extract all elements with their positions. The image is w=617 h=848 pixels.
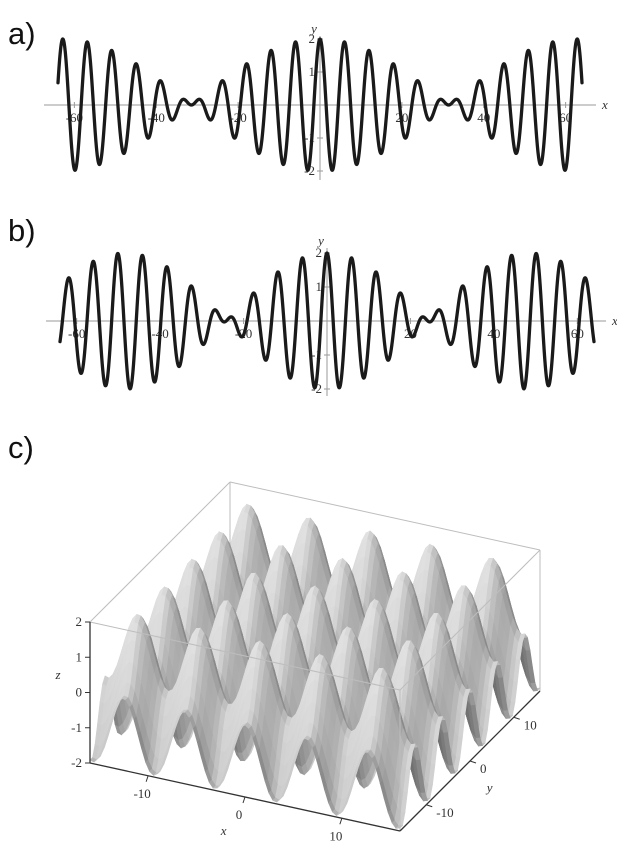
x-tick-label: 10 — [329, 828, 342, 843]
y-axis-label: y — [309, 21, 317, 36]
y-tick-mark — [513, 716, 520, 720]
x-axis-label: x — [220, 823, 227, 838]
z-tick-label: 2 — [76, 614, 83, 629]
box-edge — [229, 481, 541, 551]
y-tick-label: 1 — [316, 279, 323, 294]
y-tick-mark — [426, 804, 433, 808]
panel-b-letter: b) — [8, 213, 36, 248]
x-axis-label: x — [611, 313, 617, 328]
surface-patch — [530, 682, 538, 692]
x-tick-label: -40 — [148, 110, 165, 125]
surface-mesh — [89, 503, 541, 829]
x-tick-mark — [145, 775, 149, 782]
y-tick-label: 2 — [309, 31, 316, 46]
y-tick-label: 10 — [524, 717, 537, 732]
y-tick-label: 0 — [480, 761, 487, 776]
y-tick-label: -2 — [311, 381, 322, 396]
x-axis-label: x — [601, 97, 608, 112]
z-tick-label: -2 — [71, 755, 82, 770]
box-edge — [89, 481, 231, 623]
y-tick-mark — [469, 760, 477, 764]
panel-a-letter: a) — [8, 16, 36, 51]
y-axis-label: y — [485, 780, 493, 795]
z-tick-label: -1 — [71, 720, 82, 735]
y-axis-label: y — [316, 233, 324, 248]
x-tick-mark — [242, 796, 246, 804]
panel-c-letter: c) — [8, 430, 34, 465]
y-tick-label: 1 — [309, 64, 316, 79]
series-line — [56, 37, 584, 172]
y-tick-label: -1 — [311, 347, 322, 362]
z-tick-label: 1 — [76, 649, 83, 664]
series-line — [58, 251, 596, 391]
z-tick-label: 0 — [76, 685, 83, 700]
x-tick-label: -10 — [133, 786, 150, 801]
x-tick-mark — [339, 818, 343, 825]
y-tick-label: -10 — [436, 805, 453, 820]
z-axis-label: z — [54, 667, 60, 682]
y-tick-label: -1 — [304, 130, 315, 145]
x-tick-label: 0 — [236, 807, 243, 822]
y-tick-label: 2 — [316, 245, 323, 260]
